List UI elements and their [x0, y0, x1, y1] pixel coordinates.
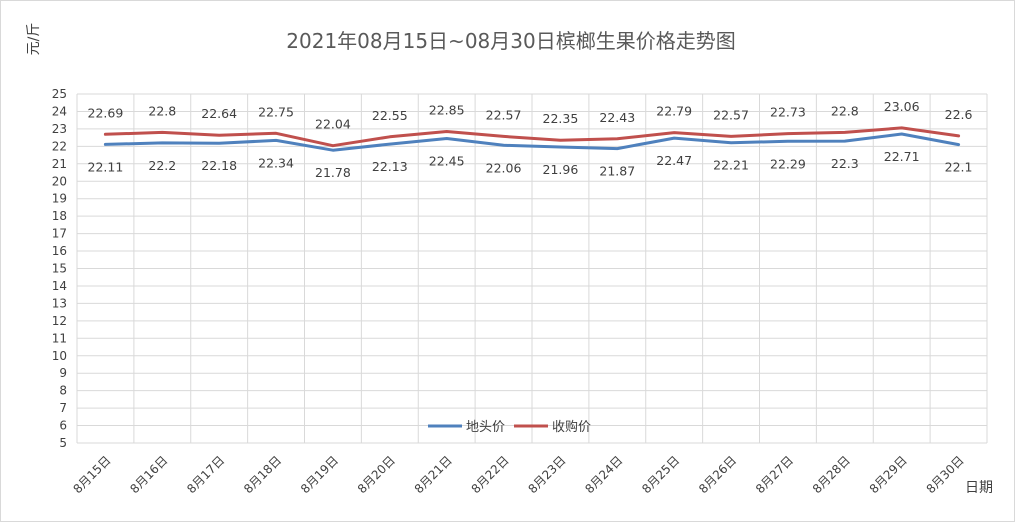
data-label: 22.43 — [599, 110, 635, 125]
data-label: 22.04 — [315, 117, 351, 132]
y-tick-label: 25 — [52, 87, 67, 101]
data-label: 22.57 — [713, 107, 749, 122]
data-label: 22.29 — [770, 156, 806, 171]
x-tick-label: 8月27日 — [753, 453, 796, 496]
data-label: 22.47 — [656, 153, 692, 168]
data-label: 22.2 — [148, 158, 176, 173]
x-tick-label: 8月25日 — [639, 453, 682, 496]
x-tick-label: 8月26日 — [696, 453, 739, 496]
data-label: 22.8 — [148, 103, 176, 118]
x-tick-label: 8月23日 — [525, 453, 568, 496]
y-tick-label: 12 — [52, 314, 67, 328]
legend-entry: 地头价 — [466, 420, 505, 435]
y-tick-label: 17 — [52, 227, 67, 241]
x-tick-label: 8月22日 — [469, 453, 512, 496]
x-tick-label: 8月18日 — [241, 453, 284, 496]
data-label: 22.73 — [770, 105, 806, 120]
data-label: 22.55 — [372, 108, 408, 123]
x-tick-label: 8月20日 — [355, 453, 398, 496]
data-label: 22.21 — [713, 158, 749, 173]
data-label: 22.3 — [831, 156, 859, 171]
y-tick-label: 13 — [52, 296, 67, 310]
data-label: 22.18 — [201, 158, 237, 173]
x-axis-ticks: 8月15日 8月16日 8月17日 8月18日 8月19日 8月20日 8月21日 8月22日… — [70, 453, 966, 496]
y-tick-label: 11 — [52, 331, 67, 345]
data-label: 22.71 — [884, 149, 920, 164]
chart-title: 2021年08月15日~08月30日槟榔生果价格走势图 — [286, 29, 735, 53]
series-line-2 — [103, 126, 961, 148]
data-label: 22.57 — [486, 107, 522, 122]
data-label: 21.96 — [543, 162, 579, 177]
y-axis-ticks: 5 6 7 8 9 10 11 12 13 14 15 16 17 18 19 20 21 22 23 24 25 — [52, 87, 67, 450]
data-label: 22.13 — [372, 159, 408, 174]
y-tick-label: 24 — [52, 104, 67, 118]
data-label: 22.75 — [258, 104, 294, 119]
data-label: 23.06 — [884, 99, 920, 114]
data-label: 22.1 — [945, 160, 973, 175]
data-label: 22.11 — [88, 159, 124, 174]
data-label: 22.35 — [543, 111, 579, 126]
x-tick-label: 8月21日 — [412, 453, 455, 496]
y-tick-label: 14 — [52, 279, 67, 293]
x-tick-label: 8月28日 — [810, 453, 853, 496]
data-labels: 22.11 22.2 22.18 22.34 21.78 22.13 22.45 22.06 2… — [88, 99, 973, 180]
y-tick-label: 21 — [52, 157, 67, 171]
data-label: 22.64 — [201, 106, 237, 121]
x-tick-label: 8月29日 — [867, 453, 910, 496]
x-tick-label: 8月16日 — [127, 453, 170, 496]
x-tick-label: 8月17日 — [184, 453, 227, 496]
y-tick-label: 10 — [52, 349, 67, 363]
data-label: 21.78 — [315, 165, 351, 180]
x-axis-label: 日期 — [965, 480, 993, 496]
data-label: 21.87 — [599, 164, 635, 179]
y-tick-label: 7 — [59, 401, 67, 415]
series-group — [103, 126, 961, 152]
x-tick-label: 8月19日 — [298, 453, 341, 496]
data-label: 22.79 — [656, 104, 692, 119]
y-tick-label: 20 — [52, 174, 67, 188]
data-label: 22.8 — [831, 103, 859, 118]
y-tick-label: 9 — [59, 366, 67, 380]
y-tick-label: 5 — [59, 436, 67, 450]
y-tick-label: 15 — [52, 262, 67, 276]
y-tick-label: 19 — [52, 192, 67, 206]
y-tick-label: 8 — [59, 384, 67, 398]
data-label: 22.45 — [429, 153, 465, 168]
data-label: 22.34 — [258, 155, 294, 170]
data-label: 22.6 — [945, 107, 973, 122]
y-axis-label: 元/斤 — [26, 23, 42, 56]
series-line-1 — [103, 132, 961, 152]
y-tick-label: 22 — [52, 139, 67, 153]
y-tick-label: 18 — [52, 209, 67, 223]
x-tick-label: 8月30日 — [924, 453, 967, 496]
data-label: 22.85 — [429, 103, 465, 118]
legend-entry: 收购价 — [552, 419, 591, 435]
legend: 地头价 收购价 — [428, 419, 591, 435]
y-tick-label: 16 — [52, 244, 67, 258]
y-tick-label: 6 — [59, 419, 67, 433]
y-tick-label: 23 — [52, 122, 67, 136]
data-label: 22.69 — [88, 105, 124, 120]
x-tick-label: 8月15日 — [70, 453, 113, 496]
data-label: 22.06 — [486, 160, 522, 175]
x-tick-label: 8月24日 — [582, 453, 625, 496]
